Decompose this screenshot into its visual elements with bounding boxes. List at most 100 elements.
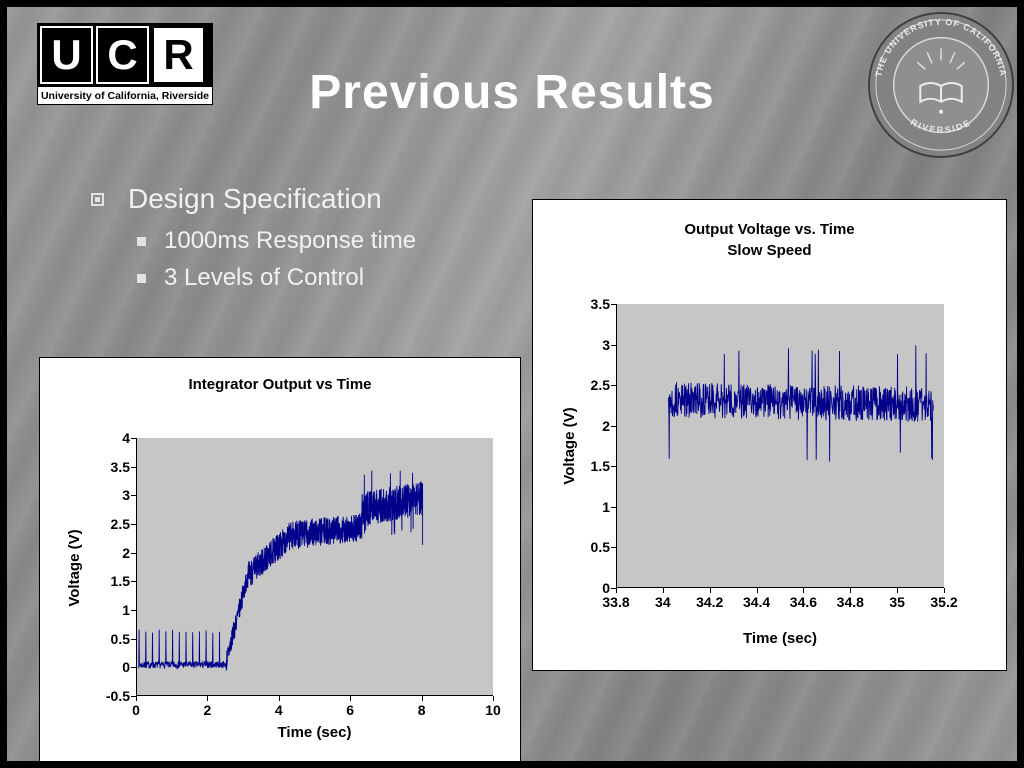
x-tick-mark	[616, 588, 617, 593]
x-tick-label: 34.8	[836, 594, 864, 610]
y-tick-mark	[131, 638, 136, 640]
y-tick-label: 0	[122, 659, 130, 676]
ucr-logo-tiles: U C R	[37, 23, 213, 87]
y-tick-label: 3.5	[590, 296, 610, 312]
bullet-level2-text: 1000ms Response time	[164, 227, 417, 254]
square-bullet-icon	[137, 236, 146, 246]
bullet-level1-text: Design Specification	[128, 183, 382, 214]
x-tick-mark	[709, 588, 711, 593]
x-tick-label: 35.2	[930, 594, 958, 610]
seal-mid-ring	[875, 19, 1007, 151]
y-tick-label: 0	[602, 580, 610, 596]
x-tick-mark	[850, 588, 852, 593]
series-svg	[138, 470, 424, 671]
x-tick-mark	[136, 696, 137, 701]
x-axis-title: Time (sec)	[743, 630, 817, 647]
slide-title: Previous Results	[309, 66, 715, 119]
y-tick-mark	[611, 547, 616, 549]
x-tick-mark	[662, 588, 664, 593]
chart-title: Output Voltage vs. Time	[684, 221, 855, 238]
y-tick-label: -0.5	[105, 688, 130, 704]
y-tick-label: 2.5	[110, 516, 130, 532]
x-tick-mark	[207, 696, 209, 701]
y-tick-mark	[611, 304, 616, 305]
ucr-logo: U C R University of California, Riversid…	[37, 23, 213, 105]
x-tick-label: 33.8	[602, 594, 630, 610]
seal-rays	[916, 48, 966, 70]
square-bullet-icon	[137, 273, 146, 283]
x-tick-mark	[493, 696, 494, 701]
y-tick-mark	[131, 466, 136, 468]
y-tick-label: 1.5	[110, 573, 130, 590]
x-tick-label: 6	[346, 702, 355, 718]
bullet-item-levels-of-control: 3 Levels of Control	[137, 264, 416, 292]
y-tick-mark	[611, 506, 616, 508]
y-tick-label: 3	[602, 336, 610, 353]
y-tick-mark	[611, 588, 616, 589]
x-tick-label: 34.6	[789, 594, 818, 610]
y-axis-title: Voltage (V)	[66, 529, 83, 607]
y-tick-label: 1	[122, 602, 130, 618]
x-tick-label: 0	[132, 702, 140, 718]
y-tick-mark	[131, 610, 136, 611]
seal-graphic: THE UNIVERSITY OF CALIFORNIA RIVERSIDE	[867, 11, 1015, 159]
series-line	[138, 470, 424, 671]
seal-dot	[939, 109, 943, 114]
x-tick-label: 4	[274, 702, 283, 718]
y-tick-label: 2	[122, 544, 130, 561]
x-tick-mark	[803, 588, 805, 593]
bullet-item-design-specification: Design Specification	[91, 183, 416, 215]
logo-caption: University of California, Riverside	[37, 87, 213, 105]
x-tick-label: 8	[417, 702, 426, 718]
y-tick-mark	[131, 581, 136, 583]
square-outline-bullet-icon	[91, 192, 104, 206]
x-tick-mark	[944, 588, 945, 593]
y-tick-label: 3.5	[110, 458, 130, 475]
y-tick-label: 3	[122, 487, 130, 504]
chart-panel-integrator-output: Integrator Output vs Time Voltage (V) Ti…	[39, 357, 521, 761]
y-tick-label: 4	[122, 430, 130, 446]
chart-subtitle: Slow Speed	[727, 242, 812, 259]
y-tick-mark	[611, 385, 616, 387]
x-tick-mark	[897, 588, 899, 593]
y-tick-label: 1.5	[590, 458, 610, 475]
y-tick-label: 2.5	[590, 377, 610, 394]
logo-letter-r: R	[152, 26, 205, 84]
chart-title: Integrator Output vs Time	[188, 376, 372, 393]
y-tick-mark	[131, 524, 136, 525]
x-tick-label: 34	[655, 594, 671, 610]
x-tick-mark	[421, 696, 423, 701]
y-tick-label: 1	[602, 498, 610, 515]
university-seal: THE UNIVERSITY OF CALIFORNIA RIVERSIDE	[867, 11, 1015, 159]
integrator-plot-area	[136, 438, 493, 696]
y-tick-mark	[131, 552, 136, 554]
chart-panel-output-voltage: Output Voltage vs. Time Slow Speed Volta…	[532, 199, 1007, 671]
y-tick-mark	[131, 495, 136, 497]
y-tick-label: 0.5	[110, 630, 130, 647]
bullet-item-response-time: 1000ms Response time	[137, 227, 416, 255]
bullet-list: Design Specification 1000ms Response tim…	[91, 183, 416, 301]
output-voltage-plot-area	[616, 304, 944, 588]
series-svg	[668, 345, 934, 462]
x-tick-mark	[350, 696, 352, 701]
y-tick-mark	[611, 425, 616, 427]
x-tick-label: 34.4	[742, 594, 771, 610]
y-tick-mark	[131, 696, 136, 697]
bullet-level2-text: 3 Levels of Control	[164, 264, 365, 291]
x-tick-label: 34.2	[696, 594, 724, 610]
y-tick-mark	[611, 466, 616, 468]
x-tick-mark	[756, 588, 758, 593]
logo-letter-c: C	[96, 26, 149, 84]
x-tick-mark	[278, 696, 280, 701]
y-tick-label: 0.5	[590, 539, 610, 556]
series-line	[668, 345, 934, 462]
seal-book-icon	[919, 82, 963, 104]
x-axis-title: Time (sec)	[277, 724, 352, 741]
y-tick-mark	[131, 438, 136, 439]
x-tick-label: 2	[203, 702, 212, 718]
logo-letter-u: U	[40, 26, 93, 84]
x-tick-label: 10	[485, 702, 501, 718]
y-tick-mark	[131, 667, 136, 669]
y-tick-mark	[611, 344, 616, 346]
